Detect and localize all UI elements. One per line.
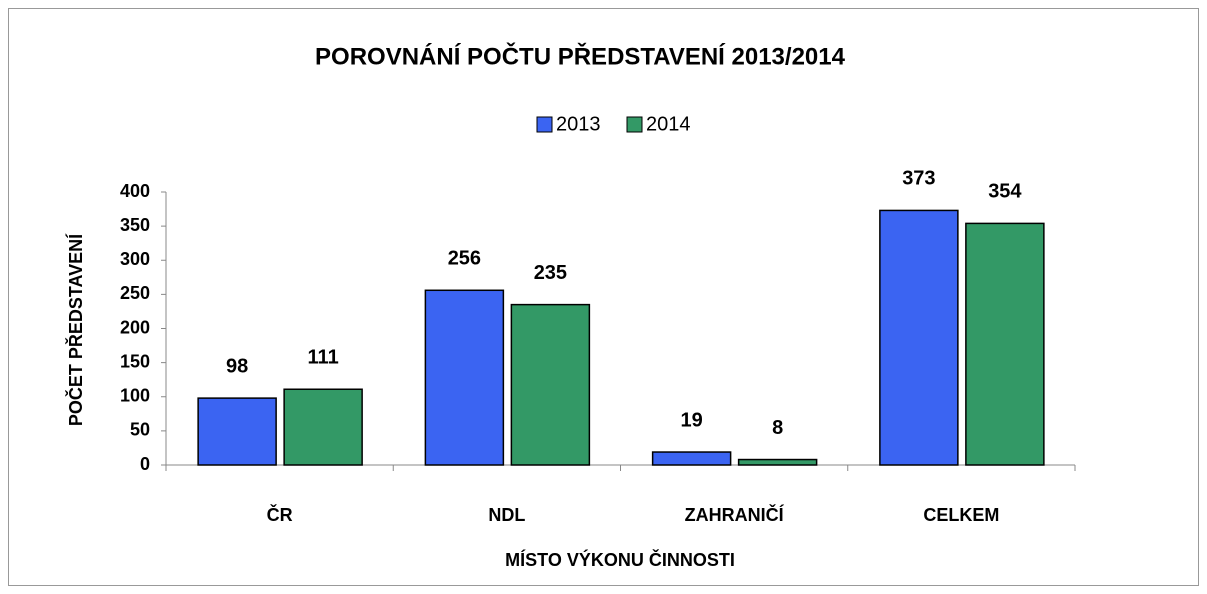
bar	[283, 388, 363, 466]
data-label: 98	[226, 355, 248, 377]
data-label: 111	[308, 347, 339, 369]
y-tick-label: 350	[120, 215, 150, 235]
x-tick-label: NDL	[488, 505, 525, 525]
legend-swatch	[536, 116, 553, 133]
bar	[651, 451, 732, 466]
x-tick-label: ČR	[267, 504, 293, 525]
legend-label: 2014	[646, 113, 691, 135]
data-label: 256	[448, 248, 481, 270]
data-label: 373	[902, 168, 935, 190]
y-tick-label: 50	[130, 420, 150, 440]
data-label: 8	[772, 417, 783, 439]
bar	[737, 458, 818, 466]
chart-title: POROVNÁNÍ POČTU PŘEDSTAVENÍ 2013/2014	[315, 42, 846, 70]
y-tick-label: 250	[120, 283, 150, 303]
y-tick-label: 300	[120, 249, 150, 269]
bar	[879, 209, 959, 466]
data-label: 354	[988, 181, 1022, 203]
y-tick-label: 150	[120, 351, 150, 371]
x-tick-label: CELKEM	[923, 505, 999, 525]
y-axis-title: POČET PŘEDSTAVENÍ	[65, 233, 86, 426]
bar	[510, 303, 591, 466]
x-tick-label: ZAHRANIČÍ	[685, 504, 785, 525]
x-axis-title: MÍSTO VÝKONU ČINNOSTI	[505, 549, 735, 570]
legend-swatch	[626, 116, 643, 133]
bar	[965, 222, 1045, 466]
data-label: 235	[534, 262, 567, 284]
bar	[424, 289, 505, 466]
legend-label: 2013	[556, 113, 601, 135]
y-tick-label: 100	[120, 386, 150, 406]
y-tick-label: 400	[120, 181, 150, 201]
y-tick-label: 200	[120, 317, 150, 337]
data-label: 19	[681, 409, 703, 431]
bar	[197, 397, 277, 466]
y-tick-label: 0	[140, 454, 150, 474]
